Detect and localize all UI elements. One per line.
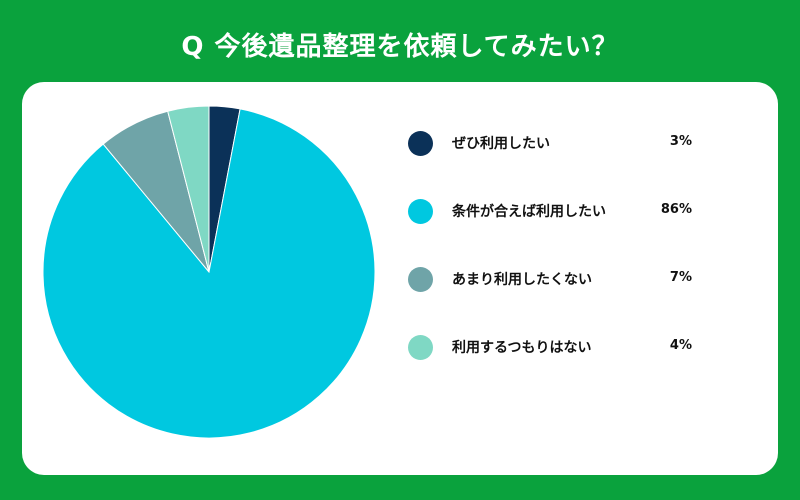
pie-chart <box>42 105 376 439</box>
legend-item-4: 利用するつもりはない 4% <box>408 332 708 362</box>
legend-item-3: あまり利用したくない 7% <box>408 264 708 294</box>
pie-slice-4 <box>167 105 210 273</box>
legend-value: 86% <box>660 202 692 217</box>
legend-label: 条件が合えば利用したい <box>452 204 606 220</box>
legend-value: 7% <box>669 270 692 285</box>
legend-swatch <box>408 267 433 292</box>
legend-label: ぜひ利用したい <box>452 136 550 152</box>
legend-label: 利用するつもりはない <box>452 340 592 356</box>
legend-item-2: 条件が合えば利用したい 86% <box>408 196 708 226</box>
legend-swatch <box>408 131 433 156</box>
legend-item-1: ぜひ利用したい 3% <box>408 128 708 158</box>
legend-label: あまり利用したくない <box>452 272 592 288</box>
legend-value: 4% <box>669 338 692 353</box>
pie-slice-2 <box>42 108 376 439</box>
legend-swatch <box>408 199 433 224</box>
legend-swatch <box>408 335 433 360</box>
legend-value: 3% <box>669 134 692 149</box>
chart-title: Q 今後遺品整理を依頼してみたい？ <box>181 32 619 62</box>
chart-panel: ぜひ利用したい 3% 条件が合えば利用したい 86% あまり利用したくない 7% 利用するつ… <box>22 82 778 475</box>
